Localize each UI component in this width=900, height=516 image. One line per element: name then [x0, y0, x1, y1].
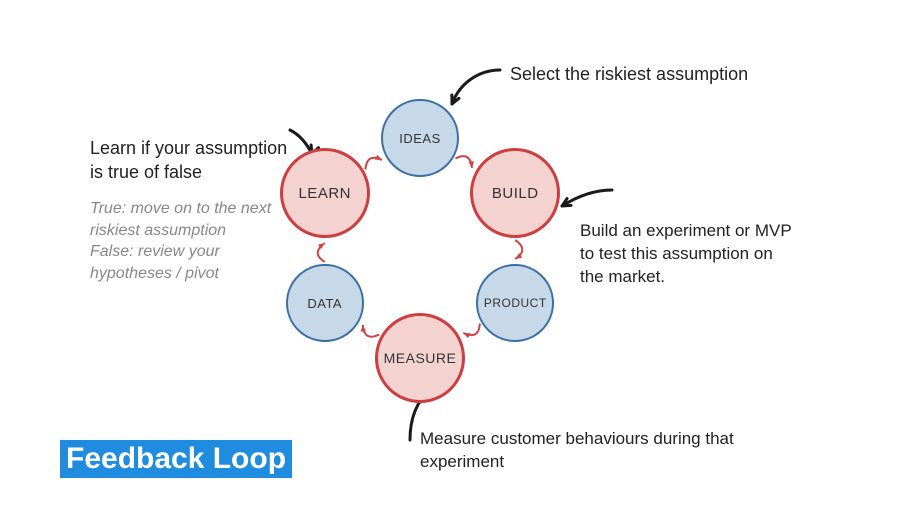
node-label-build: BUILD: [492, 185, 539, 202]
annotation-learn-note: True: move on to the next riskiest assum…: [90, 198, 300, 284]
node-label-product: PRODUCT: [484, 296, 547, 310]
node-build: BUILD: [470, 148, 560, 238]
page-title: Feedback Loop: [60, 440, 292, 478]
annotation-ideas: Select the riskiest assumption: [510, 62, 830, 86]
node-label-measure: MEASURE: [384, 350, 457, 366]
node-measure: MEASURE: [375, 313, 465, 403]
node-product: PRODUCT: [476, 264, 554, 342]
node-label-ideas: IDEAS: [399, 131, 441, 146]
annotation-measure: Measure customer behaviours during that …: [420, 428, 740, 474]
annotation-build: Build an experiment or MVP to test this …: [580, 220, 800, 289]
node-label-learn: LEARN: [298, 185, 351, 202]
annotation-learn: Learn if your assumption is true of fals…: [90, 136, 300, 185]
node-ideas: IDEAS: [381, 99, 459, 177]
node-label-data: DATA: [307, 296, 342, 311]
